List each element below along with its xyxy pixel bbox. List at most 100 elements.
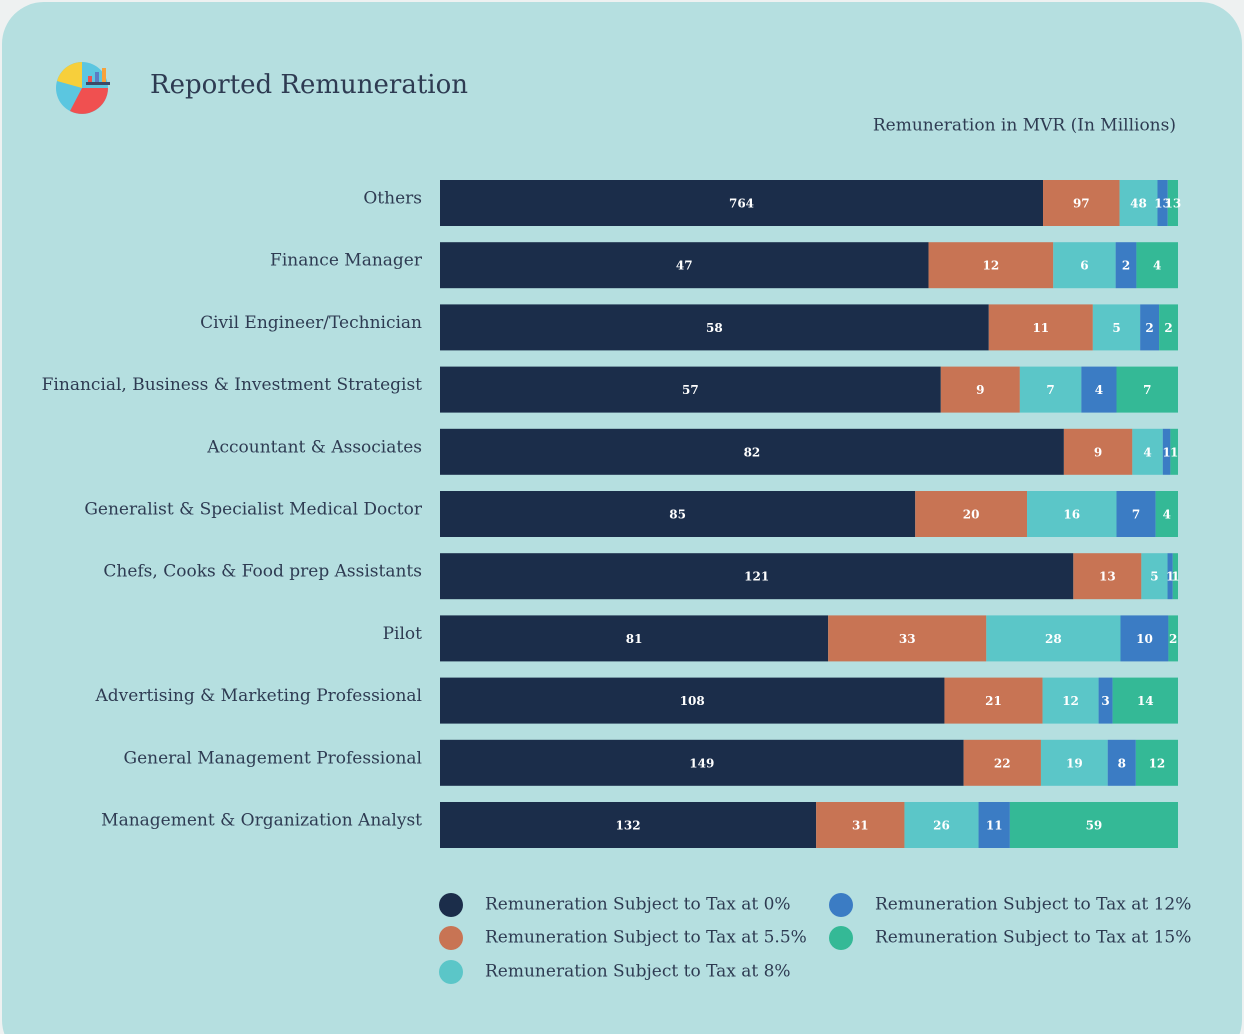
bar-segment [1132, 428, 1163, 475]
bar-segment [828, 615, 987, 662]
category-label: Others [363, 189, 422, 209]
category-label: Civil Engineer/Technician [200, 313, 422, 333]
value-label: 13 [1099, 570, 1116, 584]
legend-marker [439, 960, 463, 984]
bar-segment [944, 677, 1043, 724]
value-label: 11 [986, 819, 1003, 833]
axis-title: Remuneration in MVR (In Millions) [873, 116, 1176, 136]
value-label: 10 [1136, 632, 1153, 646]
value-label: 4 [1153, 259, 1161, 273]
bar-segment [1168, 615, 1178, 662]
legend-marker [829, 893, 853, 917]
value-label: 82 [744, 445, 761, 459]
bar-segment [440, 615, 829, 662]
bar-segment [1119, 180, 1158, 226]
bar-segment [1042, 677, 1099, 724]
value-label: 1 [1170, 445, 1178, 459]
category-label: Finance Manager [270, 251, 423, 271]
bar-segment [1116, 491, 1156, 537]
bar-segment [1092, 304, 1141, 351]
category-label: Generalist & Specialist Medical Doctor [84, 500, 423, 520]
value-label: 2 [1122, 259, 1130, 273]
bar-segment [1159, 304, 1178, 351]
value-label: 108 [680, 694, 705, 708]
category-label: Advertising & Marketing Professional [95, 686, 422, 706]
value-label: 33 [899, 632, 916, 646]
value-label: 81 [626, 632, 643, 646]
bar-segment [1112, 677, 1178, 724]
bar-segment [940, 366, 1020, 413]
bar-segment [440, 180, 1044, 226]
value-label: 22 [994, 756, 1011, 770]
category-label: Chefs, Cooks & Food prep Assistants [103, 562, 422, 582]
bar-segment [1141, 553, 1168, 600]
value-label: 132 [616, 819, 641, 833]
bar-segment [1081, 366, 1117, 413]
bar-segment [1009, 802, 1178, 848]
legend-label: Remuneration Subject to Tax at 8% [485, 962, 791, 982]
value-label: 1 [1162, 445, 1170, 459]
bar-segment [1073, 553, 1142, 600]
bar-segment [1157, 180, 1168, 226]
value-label: 4 [1163, 508, 1171, 522]
value-label: 121 [744, 570, 769, 584]
bar-segment [440, 304, 989, 351]
category-label: General Management Professional [124, 748, 422, 768]
value-label: 5 [1150, 570, 1158, 584]
bar-segment [1140, 304, 1160, 351]
value-label: 764 [729, 197, 754, 211]
category-label: Pilot [383, 624, 423, 644]
bar-segment [1043, 180, 1120, 226]
bar-segment [440, 242, 929, 289]
bar-segment [1027, 491, 1117, 537]
bar-segment [1115, 242, 1137, 289]
category-label: Financial, Business & Investment Strateg… [42, 375, 423, 395]
value-label: 16 [1063, 508, 1080, 522]
value-label: 149 [689, 756, 714, 770]
bar-segment [440, 802, 817, 848]
value-label: 4 [1095, 383, 1103, 397]
value-label: 57 [682, 383, 699, 397]
bar-segment [1040, 739, 1108, 786]
bar-segment [1098, 677, 1113, 724]
chart-title: Reported Remuneration [150, 70, 468, 100]
legend-marker [439, 926, 463, 950]
icon [56, 62, 110, 114]
bar-segment [1170, 428, 1178, 475]
bar-segment [1155, 491, 1178, 537]
value-label: 20 [963, 508, 980, 522]
value-label: 9 [976, 383, 984, 397]
value-label: 6 [1080, 259, 1088, 273]
legend-label: Remuneration Subject to Tax at 12% [875, 895, 1191, 915]
bar-segment [440, 491, 916, 537]
bar-segment [915, 491, 1028, 537]
bar-segment [1172, 553, 1178, 600]
bar-segment [1107, 739, 1136, 786]
value-label: 4 [1143, 445, 1151, 459]
category-label: Accountant & Associates [206, 437, 422, 457]
value-label: 7 [1132, 508, 1140, 522]
bar-segment [440, 739, 964, 786]
legend-label: Remuneration Subject to Tax at 0% [485, 895, 791, 915]
legend-marker [439, 893, 463, 917]
value-label: 14 [1137, 694, 1154, 708]
legend-label: Remuneration Subject to Tax at 5.5% [485, 928, 807, 948]
value-label: 21 [985, 694, 1002, 708]
value-label: 7 [1143, 383, 1151, 397]
bar-segment [1136, 242, 1178, 289]
value-label: 3 [1101, 694, 1109, 708]
value-label: 12 [1062, 694, 1079, 708]
value-label: 13 [1154, 197, 1171, 211]
bar-segment [440, 677, 945, 724]
value-label: 59 [1086, 819, 1103, 833]
bar-segment [1116, 366, 1178, 413]
bar-segment [1053, 242, 1116, 289]
bar-segment [963, 739, 1041, 786]
value-label: 9 [1094, 445, 1102, 459]
bar-segment [1063, 428, 1133, 475]
value-label: 85 [669, 508, 686, 522]
value-label: 48 [1130, 197, 1147, 211]
value-label: 26 [933, 819, 950, 833]
category-label: Management & Organization Analyst [101, 811, 422, 831]
